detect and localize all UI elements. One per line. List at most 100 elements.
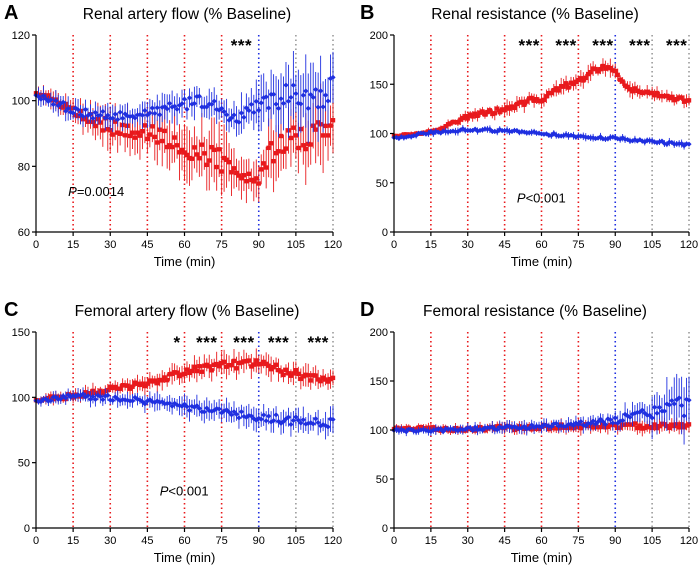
data-point: [647, 90, 652, 96]
data-point: [418, 130, 424, 136]
data-point: [172, 370, 177, 375]
data-point: [328, 376, 333, 382]
data-point: [686, 98, 692, 103]
data-point: [396, 428, 402, 434]
data-point: [291, 371, 296, 376]
data-point: [585, 134, 591, 140]
y-tick-label: 150: [370, 376, 388, 388]
data-point: [202, 151, 207, 156]
data-point: [516, 425, 522, 431]
data-point: [115, 386, 120, 391]
data-point: [318, 88, 324, 94]
data-point: [453, 119, 458, 125]
data-point: [249, 177, 254, 183]
data-point: [246, 171, 252, 177]
data-point: [303, 146, 308, 152]
data-point: [50, 101, 56, 108]
data-point: [536, 98, 542, 104]
data-point: [135, 381, 140, 386]
data-point: [298, 376, 304, 382]
data-point: [553, 420, 559, 427]
data-point: [615, 72, 620, 78]
data-point: [298, 101, 304, 107]
data-point: [647, 424, 652, 430]
data-point: [117, 386, 123, 391]
data-point: [152, 378, 157, 383]
data-point: [216, 363, 222, 369]
data-point: [320, 104, 326, 110]
data-point: [281, 149, 286, 154]
data-point: [221, 155, 227, 161]
data-point: [108, 384, 113, 389]
data-point: [169, 104, 175, 110]
data-point: [423, 427, 429, 433]
data-point: [100, 108, 106, 115]
x-tick-label: 105: [643, 239, 661, 251]
data-point: [556, 133, 562, 139]
data-point: [53, 98, 59, 104]
data-point: [258, 416, 264, 422]
data-point: [492, 111, 497, 116]
data-point: [256, 107, 262, 113]
data-point: [271, 158, 276, 164]
data-point: [666, 139, 672, 145]
data-point: [97, 112, 103, 118]
data-point: [674, 141, 680, 147]
data-point: [327, 75, 334, 82]
p-value: P=0.0014: [68, 184, 124, 199]
data-point: [635, 425, 640, 431]
data-point: [565, 421, 572, 427]
data-point: [238, 409, 245, 415]
data-point: [608, 422, 613, 428]
data-point: [201, 409, 207, 415]
data-point: [325, 133, 331, 138]
data-point: [276, 367, 281, 373]
data-point: [35, 93, 42, 100]
data-point: [58, 396, 64, 402]
data-point: [149, 399, 155, 405]
data-point: [305, 105, 311, 112]
data-point: [295, 100, 301, 106]
data-point: [608, 65, 613, 71]
data-point: [472, 424, 478, 430]
data-point: [600, 418, 606, 425]
data-point: [147, 378, 153, 383]
data-point: [440, 428, 446, 435]
data-point: [546, 90, 552, 96]
series-blue: [391, 124, 692, 150]
data-point: [127, 133, 133, 139]
data-point: [167, 372, 172, 377]
data-point: [674, 397, 680, 403]
significance-marker: ***: [268, 333, 289, 352]
data-point: [320, 422, 326, 428]
data-point: [253, 98, 259, 105]
data-point: [470, 427, 476, 433]
data-point: [55, 103, 61, 109]
y-tick-label: 100: [370, 129, 388, 141]
data-point: [531, 424, 537, 431]
data-point: [162, 104, 168, 110]
data-point: [311, 373, 316, 378]
data-point: [533, 130, 540, 136]
data-point: [60, 99, 66, 105]
data-point: [254, 176, 259, 181]
data-point: [169, 371, 175, 376]
data-point: [637, 409, 643, 415]
panel-title: Renal artery flow (% Baseline): [83, 6, 291, 23]
data-point: [303, 88, 309, 94]
significance-marker: ***: [196, 333, 217, 352]
data-point: [140, 381, 145, 386]
data-point: [600, 63, 606, 69]
data-point: [669, 94, 674, 100]
data-point: [475, 113, 480, 119]
data-point: [120, 396, 126, 403]
data-point: [529, 95, 534, 101]
data-point: [681, 413, 687, 419]
data-point: [578, 418, 584, 425]
data-point: [664, 93, 670, 99]
data-point: [325, 379, 331, 384]
p-value-symbol: P: [517, 190, 526, 205]
data-point: [167, 143, 172, 148]
x-tick-label: 120: [680, 535, 698, 547]
